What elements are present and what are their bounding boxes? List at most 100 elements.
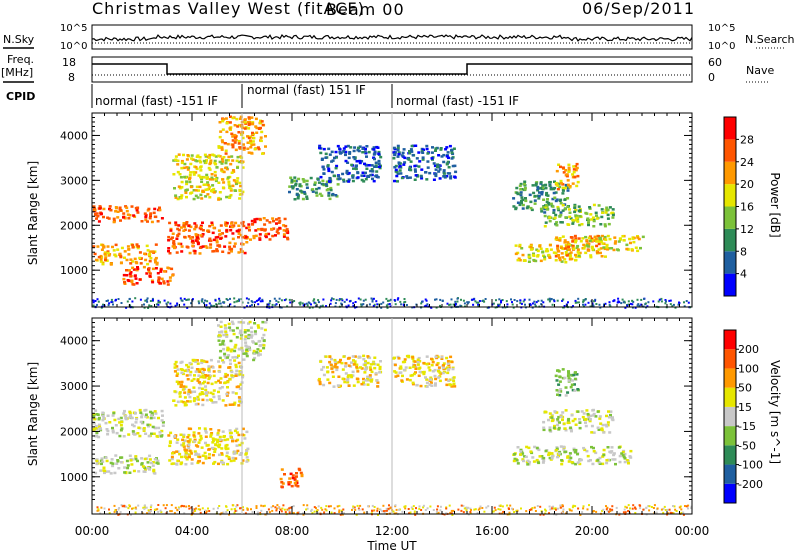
scatter-cell xyxy=(553,196,557,199)
scatter-cell xyxy=(148,250,152,253)
scatter-cell xyxy=(225,167,229,171)
scatter-cell xyxy=(557,370,561,373)
scatter-cell xyxy=(550,457,554,460)
ground-scatter-cell xyxy=(669,299,672,302)
scatter-cell xyxy=(408,176,412,179)
scatter-cell xyxy=(191,244,195,247)
scatter-cell xyxy=(371,170,375,173)
scatter-cell xyxy=(567,245,571,248)
power-ytick-label: 4000 xyxy=(60,129,88,142)
scatter-cell xyxy=(440,355,444,359)
scatter-cell xyxy=(346,374,350,377)
scatter-cell xyxy=(122,412,126,415)
ground-scatter-cell xyxy=(235,505,238,508)
scatter-cell xyxy=(621,235,625,238)
scatter-cell xyxy=(185,363,189,367)
scatter-cell xyxy=(94,213,98,217)
scatter-cell xyxy=(178,395,182,398)
scatter-cell xyxy=(224,404,228,407)
scatter-cell xyxy=(194,165,198,169)
scatter-cell xyxy=(197,460,201,463)
scatter-cell xyxy=(227,183,231,186)
scatter-cell xyxy=(231,184,235,188)
scatter-cell xyxy=(128,454,132,457)
scatter-cell xyxy=(204,183,208,186)
ground-scatter-cell xyxy=(117,508,120,511)
scatter-cell xyxy=(244,341,248,344)
scatter-cell xyxy=(576,461,580,464)
scatter-cell xyxy=(194,452,198,455)
ground-scatter-cell xyxy=(105,300,108,302)
scatter-cell xyxy=(106,216,110,219)
scatter-cell xyxy=(364,379,368,382)
ground-scatter-cell xyxy=(639,507,642,510)
scatter-cell xyxy=(601,423,605,427)
scatter-cell xyxy=(283,473,286,476)
power-colorbar-tick-label: 4 xyxy=(740,268,747,281)
scatter-cell xyxy=(243,118,247,121)
ground-scatter-cell xyxy=(271,509,274,512)
scatter-cell xyxy=(536,189,540,192)
scatter-cell xyxy=(207,166,211,170)
ground-scatter-cell xyxy=(371,298,374,301)
scatter-cell xyxy=(576,388,580,391)
scatter-cell xyxy=(94,424,98,428)
ground-scatter-cell xyxy=(623,508,626,511)
ground-scatter-cell xyxy=(160,511,163,513)
scatter-cell xyxy=(571,244,575,248)
scatter-cell xyxy=(328,153,332,156)
scatter-cell xyxy=(397,151,401,154)
scatter-cell xyxy=(341,368,345,371)
scatter-cell xyxy=(215,248,219,251)
scatter-cell xyxy=(577,252,581,255)
scatter-cell xyxy=(315,194,319,197)
ground-scatter-cell xyxy=(645,506,648,509)
scatter-cell xyxy=(260,120,264,123)
scatter-cell xyxy=(430,357,433,361)
scatter-cell xyxy=(180,226,183,229)
ground-scatter-cell xyxy=(653,504,656,507)
scatter-cell xyxy=(236,373,240,377)
scatter-cell xyxy=(417,367,421,370)
scatter-cell xyxy=(451,164,455,168)
scatter-cell xyxy=(139,257,143,260)
ground-scatter-cell xyxy=(465,509,468,512)
scatter-cell xyxy=(524,455,528,459)
scatter-cell xyxy=(625,243,629,247)
scatter-cell xyxy=(342,180,346,183)
scatter-cell xyxy=(132,268,136,271)
ground-scatter-cell xyxy=(150,504,153,507)
ground-scatter-cell xyxy=(361,508,364,511)
scatter-cell xyxy=(348,151,352,154)
ground-scatter-cell xyxy=(186,298,189,301)
ground-scatter-cell xyxy=(474,508,477,511)
scatter-cell xyxy=(420,150,424,153)
scatter-cell xyxy=(603,223,607,226)
ground-scatter-cell xyxy=(263,504,266,507)
scatter-cell xyxy=(238,189,242,193)
ground-scatter-cell xyxy=(197,300,200,303)
ground-scatter-cell xyxy=(539,505,542,508)
scatter-cell xyxy=(611,416,614,419)
scatter-cell xyxy=(137,426,141,429)
scatter-cell xyxy=(100,462,103,466)
scatter-cell xyxy=(231,439,234,443)
scatter-cell xyxy=(616,248,620,252)
ground-scatter-cell xyxy=(604,302,607,305)
scatter-cell xyxy=(449,177,453,180)
ground-scatter-cell xyxy=(460,509,463,512)
scatter-cell xyxy=(102,466,106,469)
scatter-cell xyxy=(184,385,188,389)
ground-scatter-cell xyxy=(544,508,546,511)
scatter-cell xyxy=(413,178,417,181)
scatter-cell xyxy=(551,419,555,422)
ground-scatter-cell xyxy=(329,505,332,508)
scatter-cell xyxy=(156,272,160,275)
scatter-cell xyxy=(219,232,223,236)
scatter-cell xyxy=(190,154,194,157)
scatter-cell xyxy=(101,262,105,266)
scatter-cell xyxy=(593,235,597,239)
ground-scatter-cell xyxy=(550,298,553,300)
scatter-cell xyxy=(222,361,226,364)
scatter-cell xyxy=(209,428,213,431)
